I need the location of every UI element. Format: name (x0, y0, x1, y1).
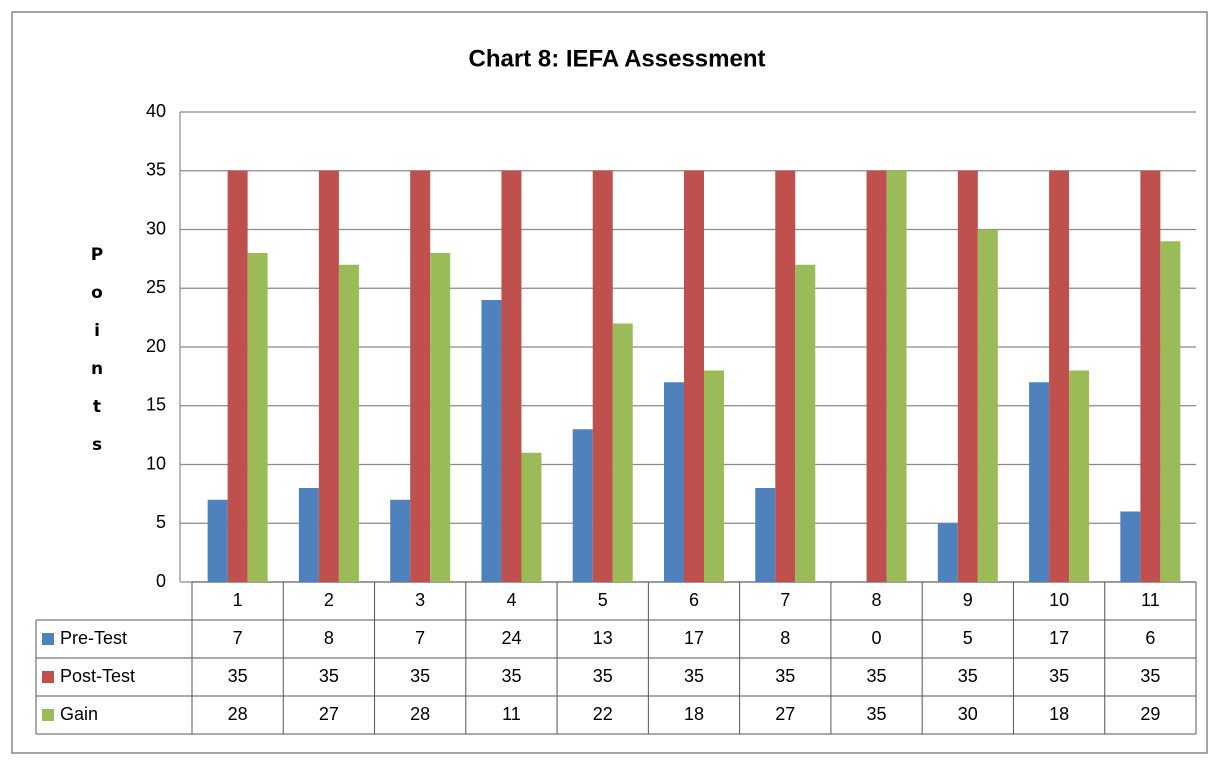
table-value: 7 (415, 628, 425, 648)
y-tick-label: 5 (156, 512, 166, 532)
table-value: 35 (684, 666, 704, 686)
bar (592, 170, 613, 582)
bar (521, 452, 542, 582)
bar (684, 170, 704, 582)
bar (338, 264, 359, 582)
table-value: 28 (410, 704, 430, 724)
bar (298, 488, 319, 582)
table-value: 35 (410, 666, 430, 686)
bar (866, 170, 887, 582)
table-value: 7 (233, 628, 243, 648)
table-value: 35 (593, 666, 613, 686)
x-tick-label: 9 (963, 590, 973, 610)
table-value: 35 (958, 666, 978, 686)
x-tick-label: 11 (1141, 590, 1160, 610)
y-tick-label: 10 (146, 453, 166, 473)
legend-label: Post-Test (60, 666, 135, 686)
bar (1120, 511, 1141, 582)
y-tick-label: 25 (146, 277, 166, 297)
legend-swatch (42, 709, 54, 721)
table-value: 35 (867, 666, 887, 686)
x-tick-label: 7 (780, 590, 790, 610)
table-value: 35 (1140, 666, 1160, 686)
bar (1140, 170, 1161, 582)
table-value: 30 (958, 704, 978, 724)
bar (886, 170, 907, 582)
x-tick-label: 2 (324, 590, 334, 610)
y-tick-label: 20 (146, 336, 166, 356)
chart-border (11, 11, 1208, 754)
bar (1029, 382, 1050, 582)
table-value: 29 (1140, 704, 1160, 724)
table-value: 5 (963, 628, 973, 648)
bar (612, 323, 633, 582)
x-tick-label: 10 (1049, 590, 1069, 610)
chart-title: Chart 8: IEFA Assessment (469, 45, 766, 72)
table-value: 8 (780, 628, 790, 648)
table-value: 11 (502, 704, 521, 724)
x-tick-label: 4 (506, 590, 516, 610)
bar (227, 170, 248, 582)
x-tick-label: 8 (872, 590, 882, 610)
table-value: 24 (501, 628, 521, 648)
bar (1049, 170, 1070, 582)
table-value: 22 (593, 704, 613, 724)
bar (937, 523, 958, 582)
table-value: 18 (684, 704, 704, 724)
table-value: 0 (872, 628, 882, 648)
table-value: 18 (1049, 704, 1069, 724)
y-tick-label: 0 (156, 571, 166, 591)
bar (1160, 241, 1181, 582)
table-value: 27 (319, 704, 339, 724)
bar (572, 429, 593, 582)
bar (795, 264, 816, 582)
table-value: 35 (867, 704, 887, 724)
y-tick-label: 40 (146, 101, 166, 121)
table-value: 17 (1049, 628, 1069, 648)
bar (247, 253, 268, 582)
table-value: 35 (228, 666, 248, 686)
legend-label: Gain (60, 704, 98, 724)
table-value: 27 (775, 704, 795, 724)
legend-swatch (42, 671, 54, 683)
bar (207, 499, 228, 582)
table-value: 35 (319, 666, 339, 686)
bar (755, 488, 776, 582)
table-value: 8 (324, 628, 334, 648)
legend-label: Pre-Test (60, 628, 127, 648)
bar (1069, 370, 1090, 582)
x-tick-label: 6 (689, 590, 699, 610)
bar (318, 170, 339, 582)
table-value: 35 (1049, 666, 1069, 686)
bar (501, 170, 522, 582)
bar (481, 300, 502, 582)
bar (977, 229, 998, 582)
table-value: 13 (593, 628, 613, 648)
bar (775, 170, 796, 582)
y-tick-label: 15 (146, 395, 166, 415)
bar (410, 170, 431, 582)
table-value: 28 (228, 704, 248, 724)
bar (390, 499, 411, 582)
bar (664, 382, 684, 582)
table-value: 17 (684, 628, 704, 648)
x-tick-label: 5 (598, 590, 608, 610)
bar (430, 253, 451, 582)
bar (957, 170, 978, 582)
legend-swatch (42, 633, 54, 645)
y-tick-label: 30 (146, 218, 166, 238)
y-axis-label: Points (87, 245, 107, 473)
table-value: 6 (1145, 628, 1155, 648)
x-tick-label: 3 (415, 590, 425, 610)
table-value: 35 (501, 666, 521, 686)
bar (704, 370, 724, 582)
y-tick-label: 35 (146, 160, 166, 180)
x-tick-label: 1 (233, 590, 243, 610)
table-value: 35 (775, 666, 795, 686)
